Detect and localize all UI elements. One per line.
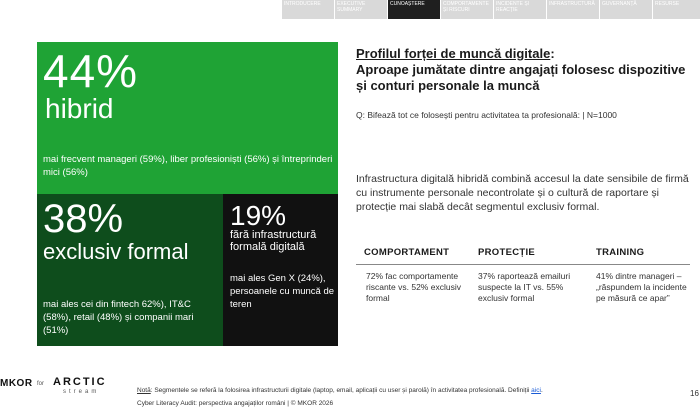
no-infrastructure-stat-block: 19% fără infrastructură formală digitală… [223, 194, 338, 346]
nav-tab-comportamente[interactable]: COMPORTAMENTE ȘI RISCURI [441, 0, 493, 19]
hybrid-description: mai frecvent manageri (59%), liber profe… [43, 154, 333, 178]
table-header-protectie: PROTECȚIE [478, 247, 536, 258]
title-line-2: Aproape jumătate dintre angajați foloses… [356, 62, 686, 93]
table-cell-training: 41% dintre manageri – „răspundem la inci… [596, 271, 687, 303]
arctic-stream-logo-sub: stream [63, 389, 100, 395]
nav-tab-cunoastere[interactable]: CUNOAȘTERE [388, 0, 440, 19]
no-infrastructure-percent: 19% [230, 200, 287, 231]
page-title: Profilul forței de muncă digitale: Aproa… [356, 46, 686, 94]
page-number: 16 [690, 389, 699, 398]
title-line-1: Profilul forței de muncă digitale [356, 46, 551, 61]
nav-tab-infrastructura[interactable]: INFRASTRUCTURĂ [547, 0, 599, 19]
nav-tab-guvernanta[interactable]: GUVERNANȚĂ [600, 0, 652, 19]
footnote-label: Notă [137, 387, 151, 394]
definitions-link[interactable]: aici [531, 387, 541, 394]
formal-stat-block: 38% exclusiv formal mai ales cei din fin… [37, 194, 223, 346]
nav-tab-resurse[interactable]: RESURSE [653, 0, 700, 19]
no-infrastructure-description: mai ales Gen X (24%), persoanele cu munc… [230, 273, 335, 310]
survey-question: Q: Bifează tot ce folosești pentru activ… [356, 110, 617, 120]
footnote: Notă: Segmentele se referă la folosirea … [137, 386, 657, 395]
summary-paragraph: Infrastructura digitală hibridă combină … [356, 173, 689, 213]
footnote-end: . [540, 387, 543, 394]
mkor-logo: MKOR [0, 378, 33, 389]
table-header-row: COMPORTAMENT PROTECȚIE TRAINING [356, 247, 690, 265]
formal-description: mai ales cei din fintech 62%), IT&C (58%… [43, 299, 194, 336]
table-cell-protectie: 37% raportează emailuri suspecte la IT v… [478, 271, 571, 303]
table-cell-comportament: 72% fac comportamente riscante vs. 52% e… [366, 271, 461, 303]
title-colon: : [550, 46, 555, 61]
hybrid-stat-block: 44% hibrid mai frecvent manageri (59%), … [37, 42, 338, 194]
top-nav: INTRODUCERE EXECUTIVE SUMMARY CUNOAȘTERE… [282, 0, 700, 19]
formal-label: exclusiv formal [43, 239, 189, 264]
arctic-stream-logo: ARCTIC [53, 376, 107, 388]
formal-percent: 38% [43, 197, 124, 241]
no-infrastructure-label: fără infrastructură formală digitală [230, 229, 317, 253]
table-row: 72% fac comportamente riscante vs. 52% e… [356, 265, 690, 304]
hybrid-percent: 44% [43, 45, 139, 97]
nav-tab-executive-summary[interactable]: EXECUTIVE SUMMARY [335, 0, 387, 19]
logo-for-text: for [37, 381, 45, 387]
table-header-training: TRAINING [596, 247, 645, 258]
nav-tab-incidente[interactable]: INCIDENTE ȘI REACȚIE [494, 0, 546, 19]
hybrid-label: hibrid [45, 93, 114, 124]
nav-tab-introducere[interactable]: INTRODUCERE [282, 0, 334, 19]
footnote-text: : Segmentele se referă la folosirea infr… [150, 387, 532, 394]
credit-line: Cyber Literacy Audit: perspectiva angaja… [137, 400, 334, 407]
table-header-comportament: COMPORTAMENT [364, 247, 450, 258]
findings-table: COMPORTAMENT PROTECȚIE TRAINING 72% fac … [356, 247, 690, 304]
